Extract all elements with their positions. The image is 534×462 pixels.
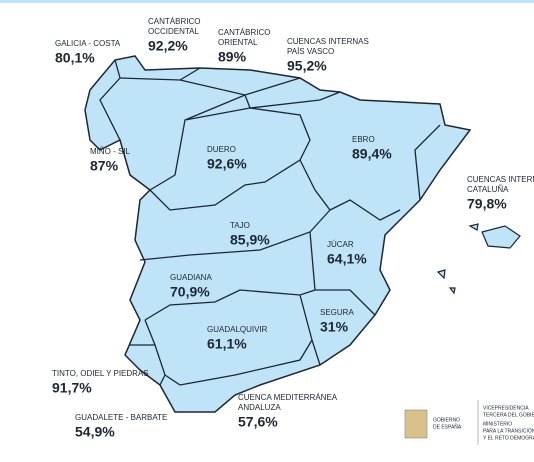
region-value: 79,8% bbox=[467, 196, 507, 212]
region-value: 80,1% bbox=[55, 50, 95, 66]
islands bbox=[436, 223, 521, 295]
region-name: MIÑO - SIL bbox=[90, 147, 131, 156]
region-name: SEGURA bbox=[320, 308, 354, 317]
coat-of-arms bbox=[404, 409, 428, 439]
region-name: CANTÁBRICO bbox=[218, 28, 270, 37]
footer-text: PARA LA TRANSICIÓN bbox=[483, 427, 534, 434]
footer-text: GOBIERNO bbox=[433, 417, 460, 423]
footer-text: DE ESPAÑA bbox=[433, 423, 462, 430]
basin-border bbox=[99, 59, 121, 141]
region-value: 57,6% bbox=[238, 414, 278, 430]
region-value: 31% bbox=[320, 319, 349, 335]
region-name: DUERO bbox=[207, 145, 236, 154]
footer-text: VICEPRESIDENCIA bbox=[483, 405, 529, 411]
region-name: PAÍS VASCO bbox=[287, 47, 334, 56]
region-value: 85,9% bbox=[230, 232, 270, 248]
region-name: CATALUÑA bbox=[467, 185, 509, 194]
region-name: TINTO, ODIEL Y PIEDRAS bbox=[52, 369, 149, 378]
region-value: 70,9% bbox=[170, 284, 210, 300]
basin-border bbox=[130, 319, 313, 386]
basin-border bbox=[149, 94, 311, 211]
region-name: GUADALQUIVIR bbox=[207, 325, 268, 334]
region-value: 54,9% bbox=[75, 424, 115, 440]
region-value: 64,1% bbox=[327, 251, 367, 267]
footer-text: Y EL RETO DEMOGRÁ bbox=[483, 434, 534, 441]
region-name: CUENCAS INTERNAS bbox=[287, 37, 369, 46]
region-name: TAJO bbox=[230, 221, 250, 230]
mainland bbox=[84, 55, 472, 413]
region-name: ANDALUZA bbox=[238, 403, 281, 412]
footer-text: TERCERA DEL GOBIE bbox=[483, 412, 534, 418]
region-name: ORIENTAL bbox=[218, 38, 258, 47]
region-name: JÚCAR bbox=[327, 240, 354, 249]
region-name: GUADIANA bbox=[170, 273, 212, 282]
region-name: EBRO bbox=[352, 135, 375, 144]
region-value: 92,6% bbox=[207, 156, 247, 172]
region-value: 92,2% bbox=[148, 38, 188, 54]
top-band bbox=[0, 0, 534, 3]
basin-border bbox=[299, 124, 441, 221]
region-name: GUADALETE - BARBATE bbox=[75, 413, 167, 422]
spain-map bbox=[84, 55, 521, 413]
region-value: 61,1% bbox=[207, 336, 247, 352]
region-value: 95,2% bbox=[287, 58, 327, 74]
region-name: CUENCA MEDITERRÁNEA bbox=[238, 393, 338, 402]
region-name: CUENCAS INTERNAS bbox=[467, 175, 534, 184]
region-value: 87% bbox=[90, 158, 119, 174]
region-value: 89,4% bbox=[352, 146, 392, 162]
region-name: OCCIDENTAL bbox=[148, 27, 200, 36]
region-value: 89% bbox=[218, 49, 247, 65]
region-name: CANTÁBRICO bbox=[148, 17, 200, 26]
footer-text: MINISTERIO bbox=[483, 421, 512, 427]
region-name: GALICIA - COSTA bbox=[55, 39, 121, 48]
region-value: 91,7% bbox=[52, 380, 92, 396]
basin-border bbox=[139, 209, 376, 366]
